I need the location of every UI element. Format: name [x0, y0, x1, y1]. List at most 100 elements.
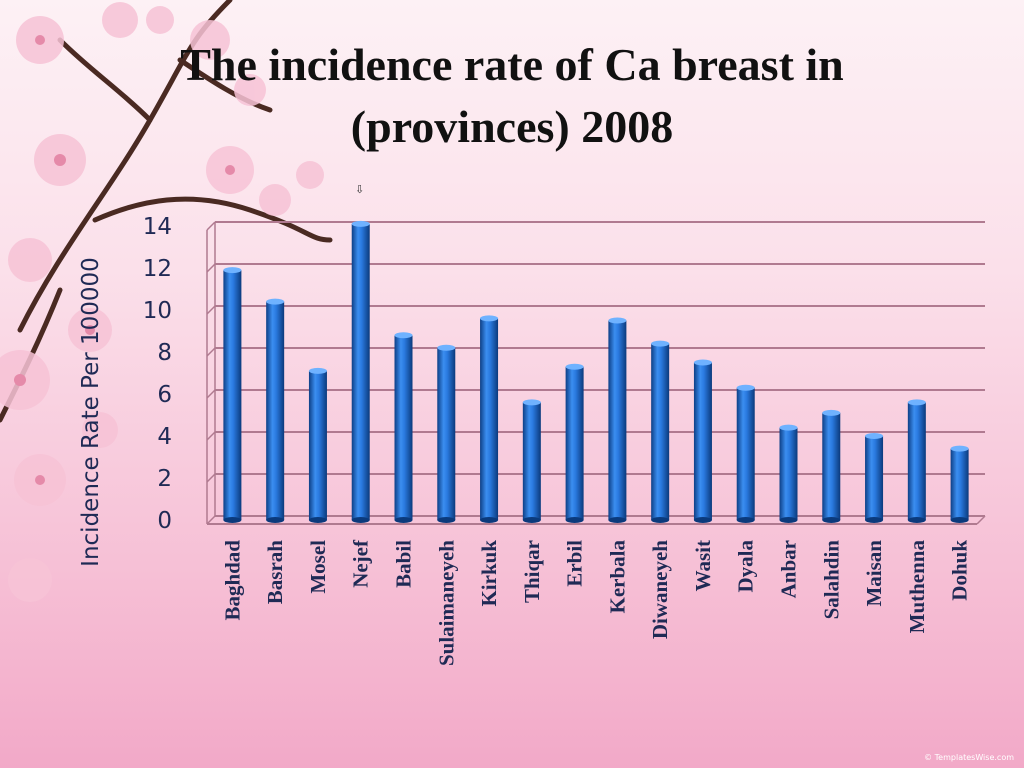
bar-body — [608, 320, 627, 520]
y-tick-label-5: 10 — [143, 298, 172, 324]
bars — [223, 220, 969, 523]
category-label-thiqar: Thiqar — [520, 540, 544, 603]
bar-base — [480, 517, 499, 523]
gridline-diag-5 — [206, 305, 216, 315]
bar-base — [822, 517, 841, 523]
category-label-babil: Babil — [392, 540, 416, 588]
bar-cap — [522, 399, 541, 406]
y-tick-labels: 0 2 4 6 8 10 12 14 — [143, 214, 172, 534]
cursor-marker-icon: ⇩ — [355, 183, 365, 196]
bar-cap — [223, 267, 242, 274]
bar-kerbala — [608, 317, 627, 523]
bar-base — [608, 517, 627, 523]
bar-cap — [565, 363, 584, 370]
bar-sulaimaneyeh — [437, 344, 456, 523]
bar-cap — [865, 433, 884, 439]
bar-cap — [822, 409, 841, 416]
y-tick-label-3: 6 — [157, 382, 172, 408]
bar-body — [736, 387, 755, 520]
y-tick-label-4: 8 — [157, 340, 172, 366]
y-tick-label-7: 14 — [143, 214, 172, 240]
bar-base — [651, 517, 670, 523]
bar-base — [223, 517, 242, 523]
bar-cap — [779, 424, 798, 431]
bar-cap — [480, 315, 499, 322]
category-label-kirkuk: Kirkuk — [477, 540, 501, 607]
bar-cap — [437, 344, 456, 351]
bar-cap — [950, 445, 969, 452]
bar-base — [522, 517, 541, 523]
y-tick-label-6: 12 — [143, 256, 172, 282]
gridline-diag-2 — [206, 431, 216, 441]
bar-base — [565, 517, 584, 523]
category-label-dohuk: Dohuk — [948, 540, 972, 601]
y-tick-label-1: 2 — [157, 466, 172, 492]
bar-baghdad — [223, 267, 242, 523]
bar-body — [779, 427, 798, 520]
category-label-muthenna: Muthenna — [905, 540, 929, 634]
category-label-sulaimaneyeh: Sulaimaneyeh — [434, 540, 458, 666]
category-label-baghdad: Baghdad — [220, 540, 244, 621]
bar-dohuk — [950, 445, 969, 523]
bar-body — [480, 318, 499, 520]
bar-cap — [266, 298, 285, 305]
bar-body — [351, 223, 370, 520]
bar-cap — [651, 340, 670, 347]
bar-base — [865, 517, 884, 523]
title-line-1: The incidence rate of Ca breast in — [180, 39, 844, 90]
bar-wasit — [693, 359, 712, 523]
bar-babil — [394, 332, 413, 523]
bar-base — [907, 517, 926, 523]
floor-right-edge — [976, 515, 986, 525]
bar-dyala — [736, 384, 755, 523]
gridline-diag-6 — [206, 263, 216, 273]
bar-maisan — [865, 433, 884, 523]
bar-thiqar — [522, 399, 541, 523]
bar-base — [736, 517, 755, 523]
category-label-salahdin: Salahdin — [819, 540, 843, 620]
bar-body — [266, 301, 285, 520]
category-label-wasit: Wasit — [691, 540, 715, 591]
axes — [206, 222, 986, 525]
bar-salahdin — [822, 409, 841, 523]
gridline-diag-1 — [206, 473, 216, 483]
bar-anbar — [779, 424, 798, 523]
bar-cap — [693, 359, 712, 366]
y-axis-label: Incidence Rate Per 100000 — [78, 257, 104, 567]
category-label-erbil: Erbil — [563, 540, 587, 587]
bar-base — [394, 517, 413, 523]
bar-body — [950, 448, 969, 520]
bar-nejef — [351, 220, 370, 523]
category-label-diwaneyeh: Diwaneyeh — [648, 540, 672, 639]
bar-erbil — [565, 363, 584, 523]
bar-diwaneyeh — [651, 340, 670, 523]
category-label-maisan: Maisan — [862, 540, 886, 607]
bar-cap — [351, 220, 370, 227]
bar-base — [266, 517, 285, 523]
bar-body — [651, 343, 670, 520]
bar-body — [865, 436, 884, 520]
bar-body — [394, 335, 413, 520]
bar-cap — [608, 317, 627, 324]
bar-mosel — [308, 367, 327, 523]
slide-title: The incidence rate of Ca breast in (prov… — [60, 34, 964, 158]
bar-base — [308, 517, 327, 523]
bar-base — [693, 517, 712, 523]
bar-kirkuk — [480, 315, 499, 523]
bar-cap — [736, 384, 755, 391]
title-line-2: (provinces) 2008 — [350, 101, 674, 152]
category-labels: Baghdad Basrah Mosel Nejef Babil Sulaimaneyeh… — [220, 539, 971, 666]
bar-base — [779, 517, 798, 523]
bar-body — [223, 270, 242, 520]
gridline-diag-7 — [206, 221, 216, 231]
bar-body — [822, 412, 841, 520]
y-tick-label-0: 0 — [157, 508, 172, 534]
gridline-diag-4 — [206, 347, 216, 357]
bar-base — [437, 517, 456, 523]
bar-muthenna — [907, 399, 926, 523]
bar-cap — [308, 367, 327, 374]
category-label-dyala: Dyala — [734, 540, 758, 593]
category-label-mosel: Mosel — [306, 540, 330, 594]
